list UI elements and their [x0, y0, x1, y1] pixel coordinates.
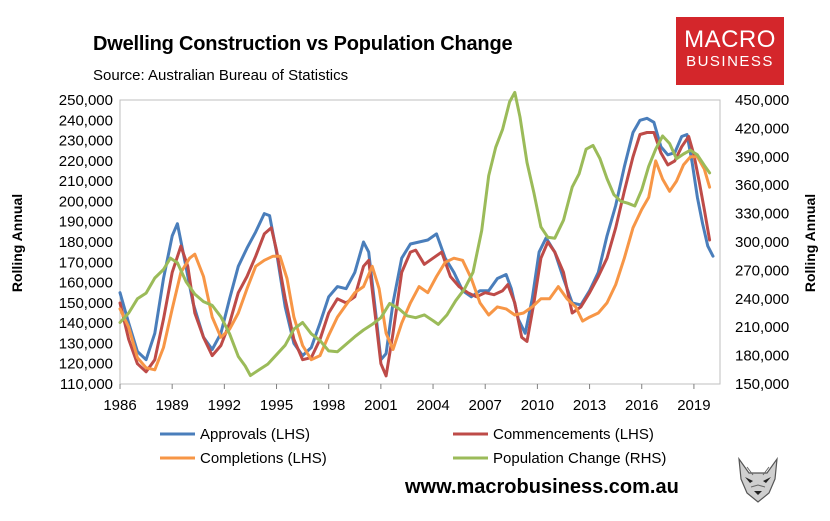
macrobusiness-logo: MACRO BUSINESS	[676, 17, 784, 85]
left-tick-label: 130,000	[59, 335, 113, 352]
left-tick-label: 140,000	[59, 315, 113, 332]
right-tick-label: 150,000	[735, 376, 789, 393]
x-tick-label: 2007	[469, 397, 502, 414]
right-tick-label: 210,000	[735, 319, 789, 336]
right-tick-label: 240,000	[735, 291, 789, 308]
legend-label: Approvals (LHS)	[200, 426, 310, 443]
right-tick-label: 360,000	[735, 177, 789, 194]
legend-label: Commencements (LHS)	[493, 426, 654, 443]
x-tick-label: 2019	[677, 397, 710, 414]
left-tick-label: 150,000	[59, 295, 113, 312]
x-tick-label: 1986	[103, 397, 136, 414]
left-tick-label: 240,000	[59, 112, 113, 129]
x-tick-label: 2001	[364, 397, 397, 414]
x-tick-label: 2016	[625, 397, 658, 414]
left-tick-label: 200,000	[59, 193, 113, 210]
series-lines	[118, 90, 715, 378]
right-tick-label: 270,000	[735, 262, 789, 279]
left-tick-label: 180,000	[59, 234, 113, 251]
left-tick-label: 120,000	[59, 356, 113, 373]
left-axis-title: Rolling Annual	[9, 194, 25, 292]
right-axis-ticks: 150,000 180,000 210,000 240,000 270,000 300,0…	[735, 92, 789, 393]
left-tick-label: 190,000	[59, 214, 113, 231]
right-tick-label: 390,000	[735, 149, 789, 166]
left-tick-label: 250,000	[59, 92, 113, 109]
x-tick-label: 2010	[521, 397, 554, 414]
left-tick-label: 110,000	[60, 376, 113, 393]
left-tick-label: 230,000	[59, 133, 113, 150]
source-note: Source: Australian Bureau of Statistics	[93, 67, 349, 84]
approvals-lhs-line	[118, 116, 715, 362]
legend-label: Completions (LHS)	[200, 450, 327, 467]
left-tick-label: 170,000	[59, 254, 113, 271]
commencements-lhs-line	[118, 131, 712, 378]
right-tick-label: 450,000	[735, 92, 789, 109]
right-axis-title: Rolling Annual	[802, 194, 818, 292]
logo-line-1: MACRO	[684, 26, 776, 53]
left-tick-label: 210,000	[59, 173, 113, 190]
x-axis-ticks: 1986 1989 1992 1995 1998 2001 2004 2007 2010 2013…	[103, 384, 711, 414]
right-tick-label: 180,000	[735, 348, 789, 365]
completions-lhs-line	[118, 155, 712, 372]
x-tick-label: 1992	[208, 397, 241, 414]
legend: Approvals (LHS) Commencements (LHS) Comple…	[160, 426, 666, 467]
wolf-mascot-icon	[733, 455, 783, 505]
right-tick-label: 420,000	[735, 120, 789, 137]
x-tick-label: 2013	[573, 397, 606, 414]
plot-border	[119, 99, 721, 385]
x-tick-label: 1998	[312, 397, 345, 414]
population-change-rhs-line	[118, 90, 712, 377]
legend-label: Population Change (RHS)	[493, 450, 666, 467]
chart-title: Dwelling Construction vs Population Chan…	[93, 33, 513, 55]
left-tick-label: 220,000	[59, 153, 113, 170]
right-tick-label: 300,000	[735, 234, 789, 251]
logo-line-2: BUSINESS	[686, 53, 774, 70]
plot-area	[119, 99, 721, 385]
left-tick-label: 160,000	[59, 275, 113, 292]
x-tick-label: 1989	[155, 397, 188, 414]
x-tick-label: 2004	[416, 397, 449, 414]
x-tick-label: 1995	[260, 397, 293, 414]
website-url: www.macrobusiness.com.au	[405, 476, 679, 498]
left-axis-ticks: 110,000 120,000 130,000 140,000 150,000 160,0…	[59, 92, 113, 393]
right-tick-label: 330,000	[735, 206, 789, 223]
